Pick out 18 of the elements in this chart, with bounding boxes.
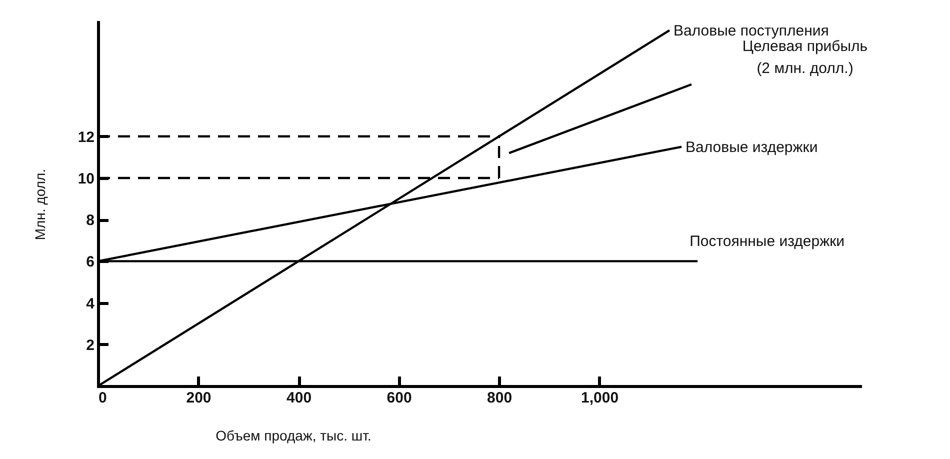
x-tick-label: 200 <box>186 390 212 406</box>
x-tick-label: 1,000 <box>581 390 619 406</box>
y-tick-label: 12 <box>78 128 94 146</box>
series-label: Валовые издержки <box>686 138 818 156</box>
x-axis-title: Объем продаж, тыс. шт. <box>216 428 372 444</box>
y-tick-label: 4 <box>86 295 96 312</box>
x-tick-label: 400 <box>286 390 312 406</box>
y-tick-label: 8 <box>86 212 94 230</box>
annotation: Целевая прибыль (2 млн. долл.) <box>742 38 869 79</box>
series-label: Постоянные издержки <box>690 233 845 250</box>
x-tick-label: 0 <box>98 390 107 406</box>
y-axis-title: Млн. долл. <box>32 168 48 240</box>
y-tick-label: 2 <box>86 336 94 354</box>
x-tick-label: 600 <box>386 390 412 406</box>
y-tick-label: 10 <box>78 170 94 188</box>
series-label: Валовые поступления <box>674 22 829 40</box>
y-tick-label: 6 <box>86 254 94 271</box>
x-tick-label: 800 <box>487 390 512 406</box>
